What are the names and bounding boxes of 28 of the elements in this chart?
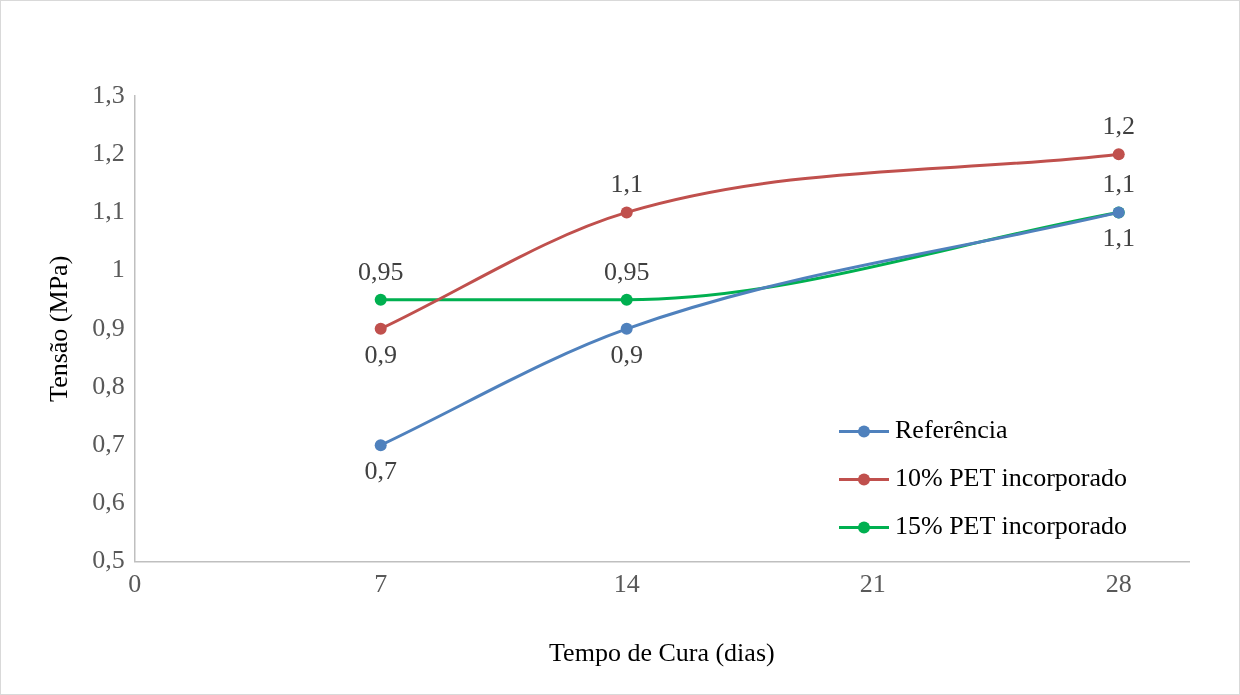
- data-label: 0,95: [357, 256, 404, 286]
- legend-label: 15% PET incorporado: [895, 511, 1128, 541]
- x-tick-label: 7: [374, 569, 388, 599]
- x-tick-label: 14: [613, 569, 640, 599]
- data-label: 1,1: [1102, 223, 1135, 253]
- data-label: 0,7: [364, 456, 397, 486]
- data-label: 0,9: [610, 339, 643, 369]
- y-tick-label: 0,7: [92, 429, 125, 459]
- legend-label: Referência: [895, 415, 1009, 445]
- data-label: 1,1: [610, 169, 643, 199]
- data-label: 1,2: [1102, 111, 1135, 141]
- x-tick-label: 28: [1105, 569, 1132, 599]
- y-tick-label: 1,2: [92, 138, 125, 168]
- legend-label: 10% PET incorporado: [895, 463, 1128, 493]
- y-tick-label: 0,5: [92, 545, 125, 575]
- y-tick-label: 0,6: [92, 487, 125, 517]
- x-tick-label: 0: [128, 569, 142, 599]
- y-tick-label: 1,1: [92, 196, 125, 226]
- x-tick-label: 21: [859, 569, 886, 599]
- y-tick-label: 1,3: [92, 79, 125, 109]
- data-label: 0,9: [364, 339, 397, 369]
- data-label: 0,95: [603, 256, 650, 286]
- y-tick-label: 0,9: [92, 312, 125, 342]
- y-axis-title: Tensão (MPa): [44, 255, 74, 402]
- data-label: 1,1: [1102, 169, 1135, 199]
- x-axis-title: Tempo de Cura (dias): [549, 638, 775, 668]
- y-tick-label: 0,8: [92, 370, 125, 400]
- y-tick-label: 1: [111, 254, 125, 284]
